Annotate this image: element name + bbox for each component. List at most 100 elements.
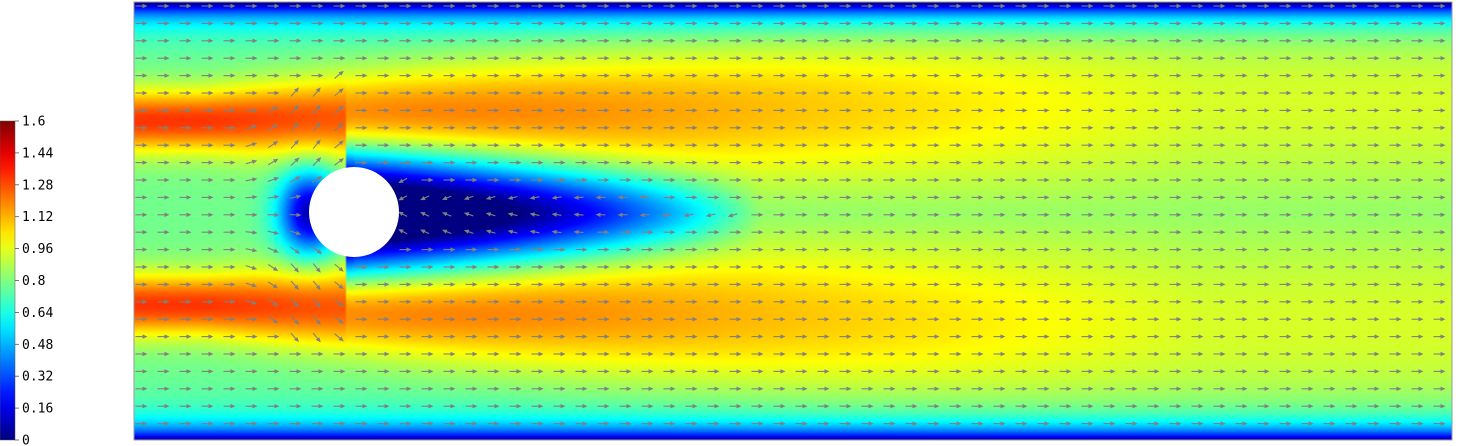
velocity-arrow — [334, 263, 344, 272]
velocity-arrow — [883, 334, 896, 339]
velocity-arrow — [1433, 421, 1446, 426]
velocity-arrow — [949, 21, 962, 26]
velocity-arrow — [641, 73, 654, 78]
velocity-arrow — [553, 73, 566, 78]
velocity-arrow — [551, 195, 562, 200]
velocity-arrow — [1367, 21, 1380, 26]
velocity-arrow — [1037, 317, 1050, 322]
velocity-arrow — [355, 369, 368, 374]
velocity-arrow — [399, 404, 412, 409]
velocity-arrow — [1059, 404, 1072, 409]
velocity-arrow — [575, 351, 588, 357]
velocity-arrow — [1367, 264, 1380, 270]
velocity-arrow — [795, 351, 808, 357]
velocity-arrow — [817, 143, 830, 148]
velocity-arrow — [443, 386, 456, 391]
velocity-arrow — [1169, 90, 1182, 96]
velocity-arrow — [729, 404, 742, 409]
velocity-arrow — [245, 73, 258, 78]
velocity-arrow — [487, 369, 500, 374]
velocity-arrow — [1323, 38, 1336, 43]
velocity-arrow — [223, 195, 236, 200]
velocity-arrow — [949, 334, 962, 339]
velocity-arrow — [1191, 108, 1204, 113]
velocity-arrow — [685, 73, 698, 78]
velocity-arrow — [1301, 160, 1314, 165]
velocity-arrow — [553, 264, 566, 270]
velocity-arrow — [443, 282, 456, 287]
velocity-arrow — [1103, 230, 1116, 235]
velocity-arrow — [509, 282, 522, 287]
velocity-arrow — [1015, 3, 1028, 9]
velocity-arrow — [135, 299, 148, 304]
velocity-arrow — [487, 108, 500, 113]
velocity-arrow — [1323, 212, 1336, 217]
velocity-arrow — [1059, 264, 1072, 270]
velocity-arrow — [334, 140, 344, 149]
velocity-arrow — [751, 212, 764, 217]
velocity-arrow — [641, 143, 654, 148]
velocity-arrow — [751, 282, 764, 287]
velocity-arrow — [595, 195, 606, 200]
velocity-arrow — [1147, 351, 1160, 357]
velocity-arrow — [509, 90, 522, 96]
velocity-arrow — [201, 90, 214, 96]
velocity-arrow — [223, 90, 236, 96]
velocity-arrow — [1279, 56, 1292, 61]
velocity-arrow — [1345, 3, 1358, 9]
velocity-arrow — [245, 386, 258, 391]
velocity-arrow — [993, 247, 1006, 252]
velocity-arrow — [1213, 90, 1226, 96]
velocity-arrow — [157, 421, 170, 426]
velocity-arrow — [817, 21, 830, 26]
velocity-arrow — [179, 334, 192, 339]
velocity-arrow — [1323, 421, 1336, 426]
velocity-arrow — [223, 247, 236, 252]
velocity-arrow — [971, 21, 984, 26]
velocity-arrow — [707, 125, 720, 130]
velocity-arrow — [817, 195, 830, 200]
velocity-arrow — [905, 317, 918, 322]
velocity-arrow — [485, 229, 496, 234]
velocity-arrow — [245, 3, 258, 9]
velocity-arrow — [179, 369, 192, 374]
velocity-arrow — [1411, 369, 1424, 374]
velocity-arrow — [883, 404, 896, 409]
velocity-arrow — [663, 421, 676, 426]
velocity-arrow — [883, 108, 896, 113]
velocity-arrow — [795, 299, 808, 304]
velocity-arrow — [1125, 125, 1138, 130]
velocity-arrow — [1037, 351, 1050, 357]
velocity-arrow — [1235, 143, 1248, 148]
velocity-arrow — [223, 351, 236, 357]
velocity-arrow — [575, 160, 588, 165]
velocity-arrow — [773, 247, 786, 252]
velocity-arrow — [1191, 212, 1204, 217]
velocity-arrow — [507, 212, 518, 217]
velocity-arrow — [135, 160, 148, 165]
velocity-arrow — [1169, 143, 1182, 148]
velocity-arrow — [1169, 3, 1182, 9]
velocity-arrow — [1257, 177, 1270, 183]
velocity-arrow — [1059, 90, 1072, 96]
velocity-arrow — [575, 125, 588, 130]
velocity-arrow — [355, 421, 368, 426]
velocity-arrow — [135, 369, 148, 374]
velocity-arrow — [377, 56, 390, 61]
velocity-arrow — [993, 3, 1006, 9]
velocity-arrow — [663, 73, 676, 78]
velocity-arrow — [1433, 299, 1446, 304]
velocity-arrow — [509, 3, 522, 9]
velocity-arrow — [1389, 195, 1402, 200]
velocity-arrow — [377, 108, 390, 113]
velocity-arrow — [597, 3, 610, 9]
velocity-arrow — [421, 421, 434, 426]
velocity-arrow — [465, 56, 478, 61]
velocity-arrow — [1015, 108, 1028, 113]
velocity-arrow — [267, 404, 280, 409]
velocity-arrow — [839, 299, 852, 304]
velocity-arrow — [1169, 421, 1182, 426]
velocity-arrow — [531, 90, 544, 96]
velocity-arrow — [663, 3, 676, 9]
velocity-arrow — [597, 108, 610, 113]
